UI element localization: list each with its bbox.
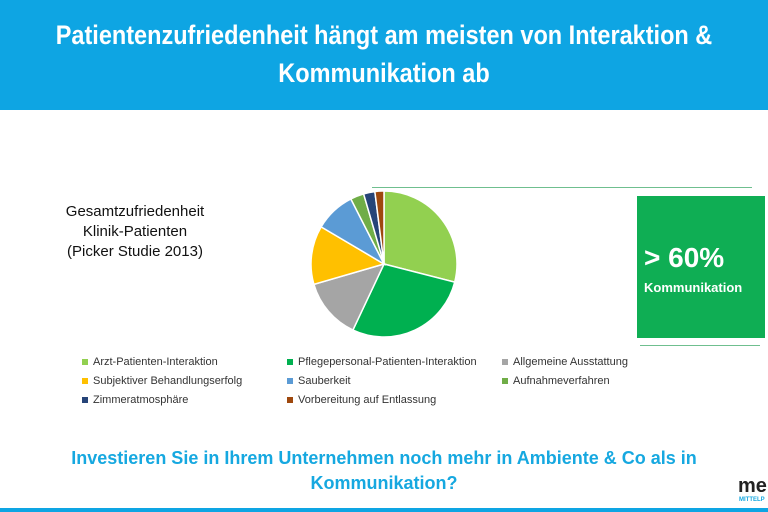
subtitle-line: Klinik-Patienten (82, 223, 188, 240)
divider-top (372, 187, 752, 188)
legend-swatch (287, 378, 293, 385)
pie-chart (310, 190, 458, 338)
slide-title: Patientenzufriedenheit hängt am meisten … (55, 20, 713, 88)
legend-item: Arzt-Patienten-Interaktion (82, 356, 218, 368)
legend-swatch (82, 359, 88, 366)
subtitle-line: (Picker Studie 2013) (67, 243, 203, 260)
pie-slice (312, 262, 386, 332)
legend-swatch (287, 397, 293, 404)
subtitle-line: Gesamtzufriedenheit (65, 203, 205, 220)
legend-item: Subjektiver Behandlungserfolg (82, 375, 242, 387)
logo-subtext: MITTELP (739, 497, 765, 503)
legend-item: Aufnahmeverfahren (502, 375, 610, 387)
legend-swatch (502, 378, 508, 385)
legend-label: Aufnahmeverfahren (513, 375, 610, 387)
pie-slice (351, 263, 456, 338)
legend-item: Vorbereitung auf Entlassung (287, 394, 436, 406)
legend-swatch (287, 359, 293, 366)
legend-swatch (82, 378, 88, 385)
divider-bottom (640, 345, 760, 346)
legend-label: Arzt-Patienten-Interaktion (93, 356, 218, 368)
legend-label: Allgemeine Ausstattung (513, 356, 628, 368)
legend-label: Sauberkeit (298, 375, 351, 387)
pie-slice (374, 190, 385, 265)
highlight-label: Kommunikation (644, 280, 743, 295)
pie-slice (383, 190, 458, 284)
footer-bar (0, 508, 768, 512)
legend-label: Vorbereitung auf Entlassung (298, 394, 437, 406)
header-banner: Patientenzufriedenheit hängt am meisten … (0, 0, 768, 110)
logo: me (738, 475, 767, 497)
legend-swatch (502, 359, 508, 366)
highlight-value: > 60% (644, 242, 725, 273)
legend-item: Zimmeratmosphäre (82, 394, 188, 406)
legend-label: Zimmeratmosphäre (93, 394, 189, 406)
chart-subtitle: Gesamtzufriedenheit Klinik-Patienten (Pi… (30, 202, 240, 262)
legend: Arzt-Patienten-Interaktion Pflegepersonal… (82, 356, 682, 416)
highlight-box: > 60% Kommunikation (637, 196, 765, 338)
legend-label: Subjektiver Behandlungserfolg (93, 375, 243, 387)
legend-item: Sauberkeit (287, 375, 351, 387)
legend-swatch (82, 397, 88, 404)
legend-item: Pflegepersonal-Patienten-Interaktion (287, 356, 477, 368)
legend-label: Pflegepersonal-Patienten-Interaktion (298, 356, 477, 368)
legend-item: Allgemeine Ausstattung (502, 356, 628, 368)
pie-slice (310, 225, 386, 286)
question-text: Investieren Sie in Ihrem Unternehmen noc… (71, 448, 697, 493)
